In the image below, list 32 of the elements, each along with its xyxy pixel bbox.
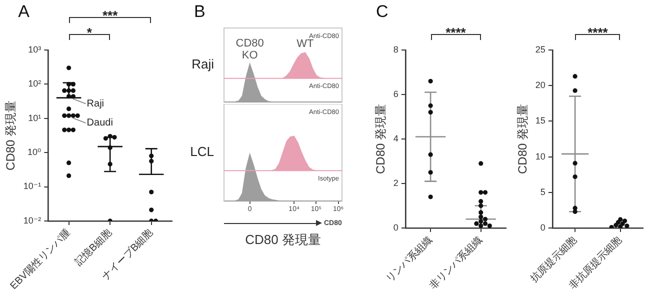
y-tick-label: 10³ bbox=[28, 44, 42, 54]
y-tick-label: 10 bbox=[535, 151, 546, 162]
y-axis-title: LCL bbox=[190, 144, 214, 160]
text: *** bbox=[102, 8, 119, 23]
y-tick-label: 10⁻¹ bbox=[23, 181, 42, 192]
y-tick-label: 10¹ bbox=[28, 112, 42, 123]
y-tick-label: 8 bbox=[393, 44, 398, 54]
annotation: Daudi bbox=[86, 118, 113, 129]
y-tick-label: 10⁰ bbox=[28, 147, 42, 158]
x-axis-title: CD80 発現量 bbox=[245, 232, 321, 247]
annotation: Raji bbox=[86, 98, 104, 110]
y-tick-label: 10⁻² bbox=[23, 215, 42, 226]
y-axis-title: CD80 発現量 bbox=[516, 104, 530, 174]
y-tick-label: 2 bbox=[393, 178, 398, 188]
y-tick-label: 4 bbox=[393, 133, 398, 144]
y-tick-label: 6 bbox=[393, 88, 398, 99]
y-axis-title: CD80 発現量 bbox=[4, 100, 18, 170]
text: **** bbox=[446, 25, 467, 40]
y-tick-label: 10² bbox=[28, 78, 42, 89]
text: * bbox=[86, 25, 93, 40]
text: **** bbox=[588, 25, 609, 40]
y-tick-label: 5 bbox=[540, 186, 546, 197]
series-label: CD80 KO bbox=[236, 38, 264, 62]
chart-title: A bbox=[18, 2, 30, 22]
y-tick-label: 25 bbox=[535, 44, 546, 54]
series-label: WT bbox=[296, 38, 314, 50]
y-tick-label: 15 bbox=[535, 116, 546, 126]
chart-title: B bbox=[194, 2, 206, 22]
y-tick-label: 20 bbox=[535, 80, 546, 90]
y-axis-title: Raji bbox=[192, 56, 214, 72]
chart-title: C bbox=[376, 2, 388, 22]
y-axis-title: CD80 発現量 bbox=[374, 104, 388, 174]
